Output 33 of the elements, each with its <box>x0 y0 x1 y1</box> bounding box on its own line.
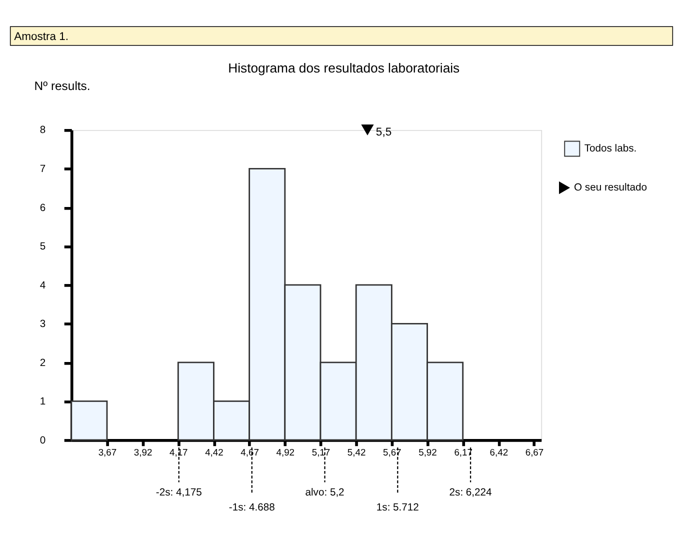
ref-line-label: 2s: 6,224 <box>449 487 492 498</box>
y-tick-label: 6 <box>40 202 46 214</box>
y-tick-label: 0 <box>40 435 46 446</box>
x-tick-label: 5,17 <box>312 446 330 458</box>
ref-line-label: -2s: 4,175 <box>156 487 202 498</box>
ref-line-label: -1s: 4.688 <box>228 502 276 514</box>
y-axis-title: Nº results. <box>34 79 90 94</box>
annotation: 5,5 <box>376 126 392 139</box>
y-tick-label: 3 <box>40 319 46 330</box>
x-tick-label: 5,42 <box>347 446 366 458</box>
y-tick-label: 8 <box>40 125 46 136</box>
y-tick-label: 2 <box>40 358 46 369</box>
y-tick-label: 1 <box>40 396 46 408</box>
legend-label: O seu resultado <box>574 182 648 194</box>
x-tick-label: 6,17 <box>454 446 472 458</box>
x-tick-label: 4,42 <box>205 446 224 458</box>
y-tick-label: 4 <box>40 280 46 292</box>
chart-title: Histograma dos resultados laboratoriais <box>228 60 460 76</box>
x-tick-label: 4,67 <box>240 446 259 458</box>
y-tick-label: 7 <box>40 164 46 175</box>
x-tick-label: 3,67 <box>98 446 117 458</box>
y-tick-label: 5 <box>40 242 46 253</box>
x-tick-label: 4,17 <box>170 446 188 458</box>
x-tick-label: 5,92 <box>418 446 437 458</box>
text: Amostra 1. <box>14 30 69 43</box>
ref-line-label: alvo: 5,2 <box>305 487 345 498</box>
x-tick-label: 5,67 <box>383 446 402 458</box>
legend-label: Todos labs. <box>584 144 637 155</box>
x-tick-label: 6,42 <box>490 446 508 458</box>
x-tick-label: 4,92 <box>276 446 295 458</box>
x-tick-label: 3,92 <box>134 446 152 458</box>
x-tick-label: 6,67 <box>525 446 544 458</box>
ref-line-label: 1s: 5.712 <box>376 502 420 514</box>
